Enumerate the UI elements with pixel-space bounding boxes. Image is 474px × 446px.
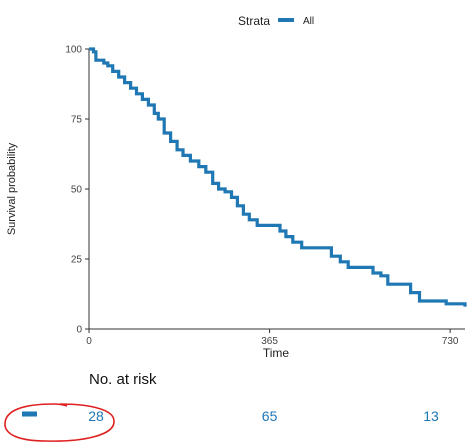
x-ticks: 0 365 730 xyxy=(86,329,459,347)
y-ticks: 0 25 50 75 100 xyxy=(65,45,89,336)
y-tick-label: 0 xyxy=(76,325,82,336)
y-axis-title: Survival probability xyxy=(6,142,18,235)
x-tick-label: 365 xyxy=(261,336,278,347)
x-tick-label: 0 xyxy=(86,336,92,347)
risk-table-title: No. at risk xyxy=(89,371,157,388)
risk-table-value: 13 xyxy=(423,408,439,424)
y-tick-label: 25 xyxy=(71,255,83,266)
risk-table-values: 28 65 13 xyxy=(88,408,439,424)
annotation-circle xyxy=(4,403,115,442)
x-tick-label: 730 xyxy=(442,336,459,347)
legend-label-all: All xyxy=(303,16,314,27)
series-line-all xyxy=(89,47,467,307)
x-axis-title: Time xyxy=(263,346,290,360)
y-tick-label: 50 xyxy=(71,185,83,196)
y-tick-label: 100 xyxy=(65,45,82,56)
legend-title: Strata xyxy=(238,14,270,28)
legend: Strata All xyxy=(238,14,314,28)
risk-table-value: 65 xyxy=(262,408,278,424)
y-tick-label: 75 xyxy=(71,115,83,126)
risk-table-value: 28 xyxy=(88,408,104,424)
